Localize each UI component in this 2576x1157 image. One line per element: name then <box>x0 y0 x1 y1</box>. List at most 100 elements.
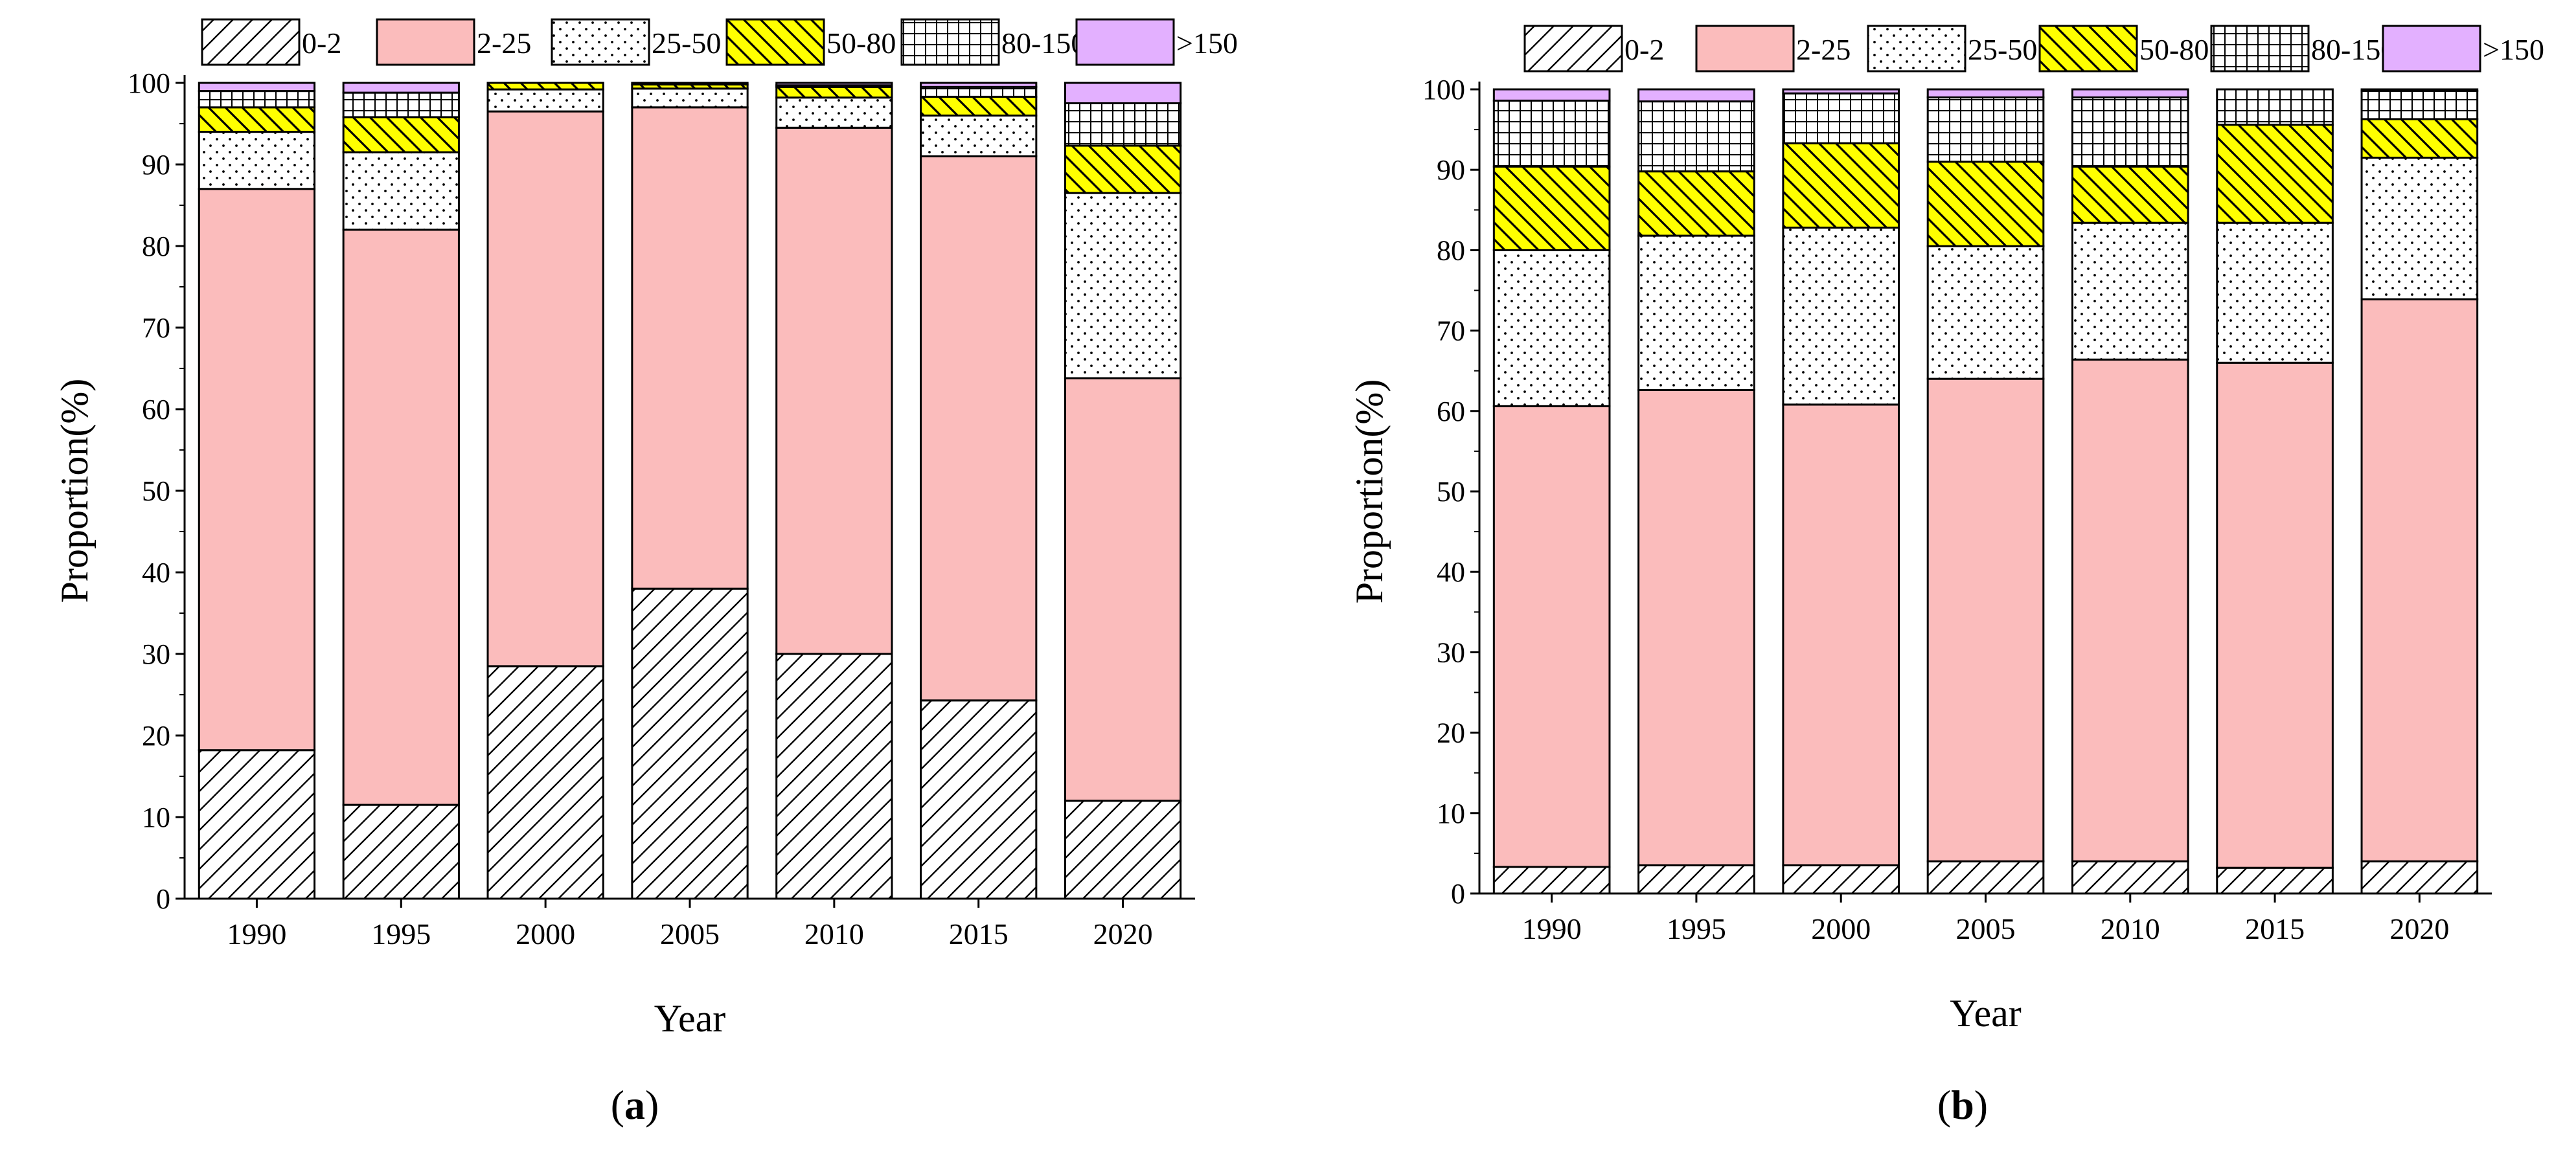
bar-segment <box>1637 864 1755 895</box>
bar-segment <box>2216 221 2334 364</box>
bar-segment <box>920 85 1038 98</box>
bar-segment <box>1782 227 1900 406</box>
bar-segment <box>1492 405 1611 868</box>
y-tick-label: 80 <box>1437 234 1465 266</box>
x-tick-label: 1995 <box>371 917 431 950</box>
x-tick-label: 1995 <box>1667 912 1726 945</box>
bar-segment <box>920 155 1038 702</box>
panel-label-a-letter: a <box>624 1082 645 1128</box>
legend: 0-2 2-25 25-50 50-80 80-150 >150 <box>201 18 1238 66</box>
x-tick-label: 2005 <box>660 917 720 950</box>
bar-segment <box>1492 165 1611 251</box>
y-tick-label: 60 <box>1437 396 1465 427</box>
bar-segment <box>198 106 316 133</box>
legend-label: 2-25 <box>477 27 531 60</box>
bar-segment <box>1782 864 1900 895</box>
y-tick-label: 0 <box>1451 878 1465 910</box>
y-tick-label: 10 <box>142 802 170 833</box>
bar-segment <box>486 110 604 668</box>
bar-segment <box>2071 165 2189 224</box>
bar-segment <box>1637 88 1755 103</box>
bar-segment <box>920 95 1038 117</box>
y-tick-label: 100 <box>1422 74 1465 106</box>
legend-label: 0-2 <box>302 27 341 60</box>
bar-segment <box>1492 88 1611 102</box>
panel-label-b-close: ) <box>1974 1082 1989 1128</box>
bars <box>1492 88 2479 895</box>
bar-segment <box>1064 377 1182 802</box>
y-tick-label: 20 <box>1437 717 1465 749</box>
legend-label: 50-80 <box>2139 33 2209 66</box>
x-tick-label: 2010 <box>2101 912 2160 945</box>
y-tick-label: 70 <box>1437 315 1465 347</box>
legend-swatch <box>1695 25 1795 73</box>
bar-segment <box>920 114 1038 157</box>
bar-segment <box>198 188 316 752</box>
legend-label: 25-50 <box>1968 33 2037 66</box>
bar-segment <box>1637 234 1755 392</box>
bar-segment <box>1782 92 1900 144</box>
x-tick-label: 2005 <box>1956 912 2016 945</box>
bar-segment <box>1064 82 1182 104</box>
panel-label-a-open: ( <box>610 1082 624 1128</box>
legend-swatch <box>2038 25 2138 73</box>
bar-segment <box>775 653 893 900</box>
panel-label-b: (b) <box>1898 1081 2027 1129</box>
x-axis-title: Year <box>1950 992 2022 1035</box>
bar-segment <box>920 699 1038 900</box>
y-tick-label: 30 <box>1437 636 1465 668</box>
bar-segment <box>342 229 460 806</box>
y-axis-title: Proportion(%) <box>53 379 96 603</box>
bar-segment <box>342 151 460 231</box>
panel-label-a-close: ) <box>645 1082 659 1128</box>
bar-segment <box>775 85 893 99</box>
bar-segment <box>1064 144 1182 194</box>
bar-segment <box>1064 192 1182 379</box>
bar-segment <box>342 803 460 900</box>
bar-segment <box>342 116 460 153</box>
bar-segment <box>198 90 316 109</box>
y-tick-label: 90 <box>1437 154 1465 186</box>
bar-segment <box>2360 298 2479 862</box>
bar-segment <box>486 665 604 900</box>
bar-segment <box>2071 358 2189 862</box>
legend-swatch <box>1075 18 1175 66</box>
bar-segment <box>920 82 1038 88</box>
y-tick-label: 50 <box>142 475 170 507</box>
legend-label: 2-25 <box>1796 33 1851 66</box>
legend-swatch <box>2210 25 2310 73</box>
bar-segment <box>2071 96 2189 168</box>
bar-segment <box>775 82 893 87</box>
bar-segment <box>631 87 749 109</box>
bar-segment <box>2360 157 2479 300</box>
legend-swatch <box>900 18 1000 66</box>
bar-segment <box>631 587 749 900</box>
bar-segment <box>486 82 604 91</box>
bar-segment <box>631 106 749 590</box>
bar-segment <box>342 82 460 94</box>
chart-panel-a: 0-2 2-25 25-50 50-80 80-150 >150 0 10 20 30 40 50 60… <box>53 18 1238 1040</box>
axes: 0 10 20 30 40 50 60 70 80 90 100 1990 1995 2000 2005 20… <box>1348 74 2492 1035</box>
bar-segment <box>2360 89 2479 120</box>
panel-label-b-letter: b <box>1951 1082 1974 1128</box>
bar-segment <box>198 749 316 900</box>
bar-segment <box>1492 99 1611 168</box>
legend: 0-2 2-25 25-50 50-80 80-150 >150 <box>1523 25 2544 73</box>
y-axis-title: Proportion(%) <box>1348 379 1391 604</box>
bar-segment <box>1637 100 1755 173</box>
bar-segment <box>1492 866 1611 895</box>
legend-swatch <box>201 18 301 66</box>
y-tick-label: 100 <box>128 67 170 99</box>
bar-segment <box>1926 88 2045 98</box>
y-tick-label: 60 <box>142 394 170 425</box>
bar-segment <box>342 91 460 118</box>
bar-segment <box>631 82 749 86</box>
bar-segment <box>2071 88 2189 98</box>
y-tick-label: 10 <box>1437 798 1465 829</box>
bar-segment <box>2216 361 2334 869</box>
bar-segment <box>2216 88 2334 126</box>
bar-segment <box>2071 221 2189 361</box>
y-tick-label: 90 <box>142 149 170 181</box>
x-tick-label: 1990 <box>1522 912 1582 945</box>
bar-segment <box>486 88 604 113</box>
